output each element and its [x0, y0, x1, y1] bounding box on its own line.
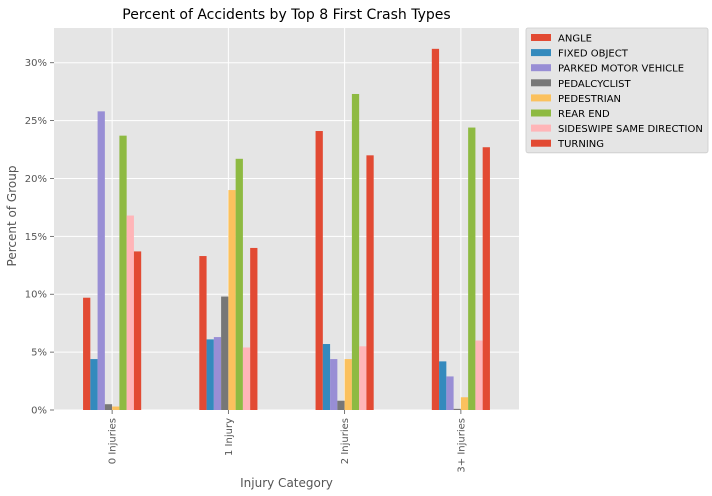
y-tick-label: 15%	[25, 232, 47, 243]
legend-swatch	[531, 79, 551, 87]
gridlines	[54, 28, 519, 411]
legend-label: SIDESWIPE SAME DIRECTION	[558, 124, 703, 135]
y-tick-label: 20%	[25, 174, 47, 185]
bar	[213, 337, 222, 410]
bar	[351, 93, 360, 411]
y-tick-label: 5%	[31, 348, 47, 359]
bar	[460, 397, 469, 410]
x-tick-label: 3+ Injuries	[456, 418, 467, 473]
bar	[221, 296, 229, 410]
bar	[97, 111, 105, 410]
legend-label: ANGLE	[558, 34, 592, 45]
bar	[242, 347, 251, 410]
bar	[199, 256, 207, 410]
legend-swatch	[531, 109, 551, 117]
legend-label: PARKED MOTOR VEHICLE	[558, 64, 684, 75]
bar	[322, 344, 331, 410]
y-tick-label: 10%	[25, 290, 47, 301]
legend-swatch	[531, 139, 551, 147]
bar	[90, 359, 98, 410]
x-axis-label: Injury Category	[240, 476, 333, 490]
x-tick-label: 1 Injury	[224, 418, 235, 456]
bar	[337, 400, 345, 410]
legend-swatch	[531, 49, 551, 57]
bar	[126, 215, 134, 410]
y-axis-label: Percent of Group	[5, 166, 19, 267]
bars	[83, 48, 490, 411]
bar	[344, 359, 352, 410]
legend-swatch	[531, 64, 551, 72]
y-tick-label: 0%	[31, 406, 47, 417]
bar	[235, 158, 243, 410]
bar	[228, 190, 236, 410]
legend: ANGLE FIXED OBJECT PARKED MOTOR VEHICLE PED…	[525, 27, 709, 154]
bar	[330, 359, 338, 410]
bar	[468, 127, 476, 410]
legend-swatch	[531, 124, 551, 132]
bar	[431, 48, 440, 410]
bar	[104, 404, 113, 410]
bar	[315, 131, 323, 411]
x-axis-ticks: 0 Injuries 1 Injury 2 Injuries 3+ Injuries	[108, 410, 467, 473]
chart-title: Percent of Accidents by Top 8 First Cras…	[122, 7, 450, 23]
legend-label: REAR END	[558, 109, 610, 120]
bar	[453, 408, 461, 410]
x-tick-label: 2 Injuries	[340, 418, 351, 464]
bar	[119, 135, 127, 410]
bar	[206, 339, 214, 410]
bar	[359, 346, 367, 410]
legend-swatch	[531, 94, 551, 102]
bar	[133, 251, 142, 410]
legend-label: TURNING	[557, 139, 604, 150]
bar	[112, 406, 120, 410]
legend-label: FIXED OBJECT	[558, 49, 629, 60]
bar	[475, 340, 483, 410]
y-tick-label: 30%	[25, 58, 47, 69]
legend-swatch	[531, 34, 551, 41]
bar	[446, 376, 454, 410]
legend-box	[525, 27, 709, 154]
legend-label: PEDESTRIAN	[558, 94, 621, 105]
bar	[83, 297, 91, 410]
legend-label: PEDALCYCLIST	[558, 79, 632, 90]
x-tick-label: 0 Injuries	[108, 418, 119, 464]
y-tick-label: 25%	[25, 116, 47, 127]
bar	[439, 361, 447, 410]
bar	[366, 155, 374, 410]
bar	[482, 147, 490, 411]
bar	[250, 247, 258, 410]
y-axis-ticks: 0% 5% 10% 15% 20% 25% 30%	[25, 58, 54, 417]
